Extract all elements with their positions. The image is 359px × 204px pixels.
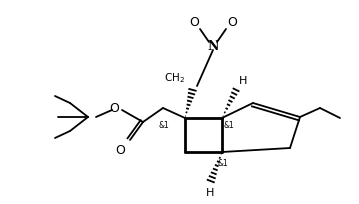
Text: &1: &1 bbox=[158, 121, 169, 130]
Text: N: N bbox=[207, 40, 219, 52]
Text: O: O bbox=[115, 144, 125, 157]
Text: O: O bbox=[227, 16, 237, 29]
Text: CH$_2$: CH$_2$ bbox=[164, 71, 185, 85]
Text: &1: &1 bbox=[224, 121, 235, 130]
Text: O: O bbox=[189, 16, 199, 29]
Text: &1: &1 bbox=[218, 159, 229, 168]
Text: H: H bbox=[239, 76, 247, 86]
Text: O: O bbox=[109, 102, 119, 115]
Text: H: H bbox=[206, 188, 214, 198]
